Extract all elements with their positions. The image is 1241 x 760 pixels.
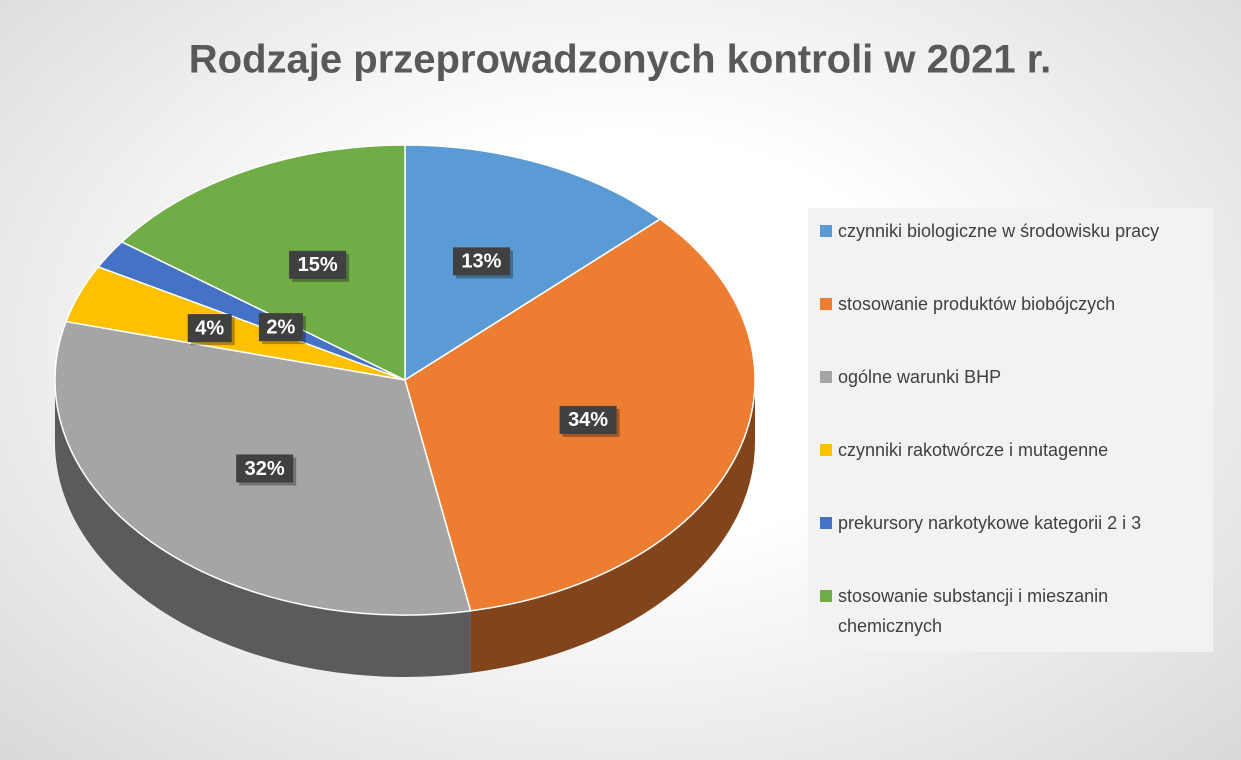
chart-title: Rodzaje przeprowadzonych kontroli w 2021… [189, 38, 1051, 82]
data-label: 4% [195, 317, 224, 339]
legend-label: stosowanie substancji i mieszanin chemic… [838, 586, 1109, 636]
data-label: 32% [245, 458, 285, 480]
data-label: 15% [298, 254, 338, 276]
data-label: 34% [568, 409, 608, 431]
data-label: 2% [266, 316, 295, 338]
slice [404, 144, 662, 382]
legend-swatch [820, 298, 832, 310]
label-box [258, 313, 303, 342]
label-box [559, 405, 617, 434]
legend-item: czynniki biologiczne w środowisku pracy [820, 216, 1201, 289]
legend-label: czynniki rakotwórcze i mutagenne [838, 440, 1109, 460]
label-box [289, 250, 347, 279]
legend-label: czynniki biologiczne w środowisku pracy [838, 221, 1160, 241]
slice-side [55, 380, 471, 678]
legend-item: stosowanie substancji i mieszanin chemic… [820, 581, 1201, 654]
data-label: 13% [461, 251, 501, 273]
legend-label: ogólne warunki BHP [838, 367, 1002, 387]
slice [120, 144, 406, 382]
legend: czynniki biologiczne w środowisku pracy s… [808, 208, 1213, 652]
legend-swatch [820, 444, 832, 456]
legend-item: stosowanie produktów biobójczych [820, 289, 1201, 362]
slice-side [470, 380, 755, 673]
legend-item: prekursory narkotykowe kategorii 2 i 3 [820, 508, 1201, 581]
legend-item: ogólne warunki BHP [820, 362, 1201, 435]
legend-swatch [820, 225, 832, 237]
legend-label: stosowanie produktów biobójczych [838, 294, 1116, 314]
label-box [187, 314, 232, 343]
legend-swatch [820, 517, 832, 529]
legend-swatch [820, 590, 832, 602]
legend-item: czynniki rakotwórcze i mutagenne [820, 435, 1201, 508]
legend-label: prekursory narkotykowe kategorii 2 i 3 [838, 513, 1142, 533]
legend-swatch [820, 371, 832, 383]
label-box [452, 247, 510, 276]
label-box [236, 454, 294, 483]
